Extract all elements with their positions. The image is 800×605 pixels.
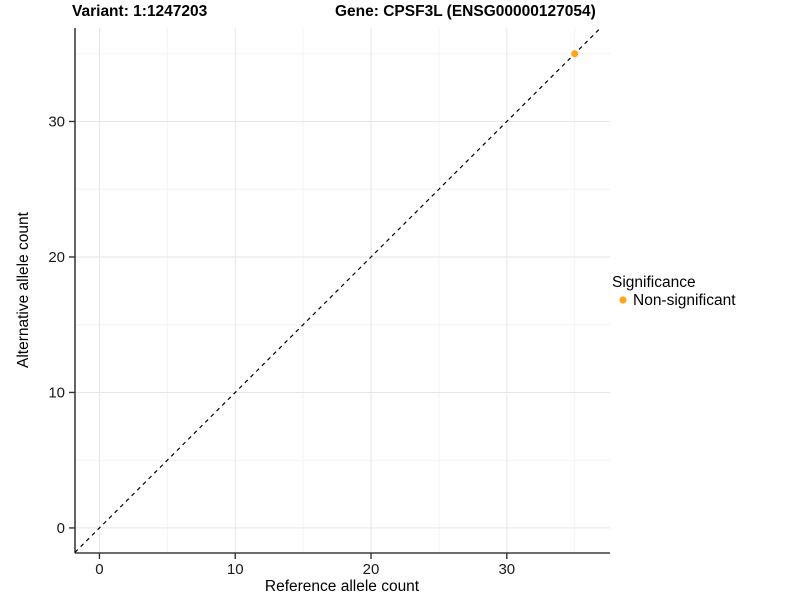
plot-title-variant: Variant: 1:1247203	[72, 3, 208, 20]
gridlines	[75, 28, 610, 553]
legend: Significance Non-significant	[612, 274, 736, 309]
identity-dashed-line	[74, 27, 601, 553]
y-tick-label: 0	[57, 520, 65, 537]
y-tick-label: 10	[48, 384, 65, 401]
y-tick-label: 30	[48, 113, 65, 130]
legend-title: Significance	[612, 274, 696, 291]
x-axis-title: Reference allele count	[265, 578, 420, 595]
legend-point-icon	[619, 296, 627, 304]
legend-item-label: Non-significant	[633, 292, 736, 309]
x-tick-label: 20	[363, 561, 380, 578]
x-tick-label: 30	[498, 561, 515, 578]
plot-title-gene: Gene: CPSF3L (ENSG00000127054)	[335, 3, 596, 20]
x-tick-label: 0	[95, 561, 103, 578]
y-axis-title: Alternative allele count	[15, 211, 32, 368]
x-tick-label: 10	[227, 561, 244, 578]
axes: 0 10 20 30 0 10 20 30	[48, 28, 610, 578]
plot-marks	[74, 27, 601, 553]
y-tick-label: 20	[48, 249, 65, 266]
data-point	[571, 50, 579, 58]
